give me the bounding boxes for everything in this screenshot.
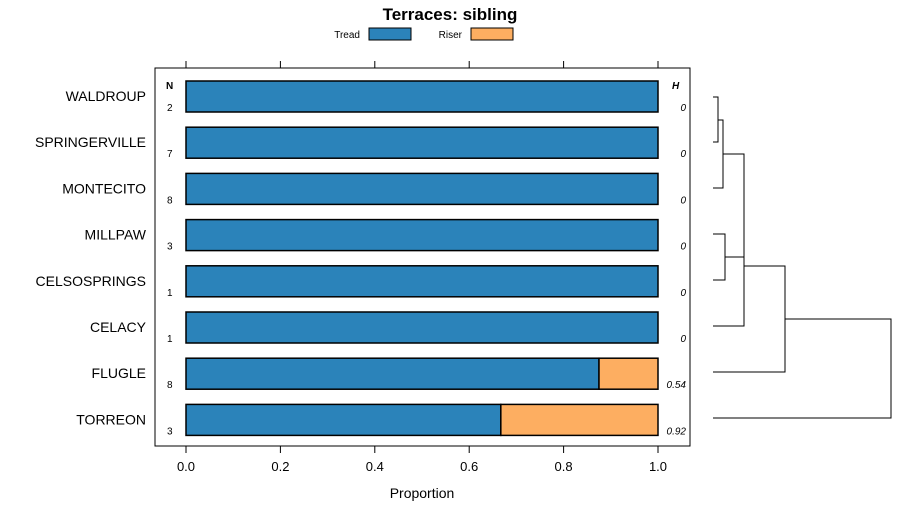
category-label: MONTECITO [62, 180, 146, 196]
h-label: 0 [680, 149, 686, 160]
chart-title: Terraces: sibling [383, 5, 518, 24]
h-label: 0 [680, 242, 686, 253]
bar-tread-millpaw [185, 218, 659, 252]
x-tick-label: 0.6 [460, 459, 478, 474]
category-label: SPRINGERVILLE [35, 134, 146, 150]
n-label: 1 [167, 288, 173, 299]
plot-frame [154, 67, 691, 447]
bar-tread-flugle [185, 357, 600, 390]
n-label: 3 [167, 242, 173, 253]
dendrogram [713, 96, 892, 419]
x-tick-label: 0.4 [366, 459, 384, 474]
bar-riser-flugle [598, 357, 659, 390]
n-label: 8 [167, 380, 173, 391]
category-label: WALDROUP [66, 88, 146, 104]
x-tick-label: 1.0 [649, 459, 667, 474]
n-label: 3 [167, 426, 173, 437]
x-axis-title: Proportion [390, 485, 455, 501]
bar-tread-celsosprings [185, 265, 659, 298]
legend-label-riser: Riser [439, 30, 463, 41]
category-label: CELACY [90, 319, 147, 335]
legend: Tread Riser [334, 27, 514, 41]
category-label: FLUGLE [92, 365, 146, 381]
category-label: MILLPAW [85, 227, 147, 243]
category-label: TORREON [76, 411, 146, 427]
h-label: 0 [680, 103, 686, 114]
dendrogram-branch [713, 233, 726, 281]
n-label: 2 [167, 103, 173, 114]
h-label: 0 [680, 195, 686, 206]
h-column-header: H [672, 81, 680, 92]
bar-tread-celacy [185, 311, 659, 344]
dendrogram-branch [713, 265, 786, 373]
n-labels: 2 7 8 3 1 1 8 3 [167, 103, 173, 437]
n-label: 1 [167, 334, 173, 345]
legend-swatch-tread [368, 27, 412, 41]
h-labels: 0 0 0 0 0 0 0.54 0.92 [667, 103, 687, 437]
legend-swatch-riser [470, 27, 514, 41]
h-label: 0.92 [667, 426, 687, 437]
category-label: CELSOSPRINGS [36, 273, 146, 289]
n-label: 8 [167, 195, 173, 206]
h-label: 0 [680, 334, 686, 345]
bar-tread-springerville [185, 126, 659, 159]
n-label: 7 [167, 149, 173, 160]
bars-group [185, 80, 659, 437]
x-axis: 0.0 0.2 0.4 0.6 0.8 1.0 [177, 61, 667, 474]
n-column-header: N [166, 81, 173, 92]
dendrogram-branch [713, 153, 745, 327]
x-tick-label: 0.8 [555, 459, 573, 474]
dendrogram-branch [713, 318, 892, 419]
bar-tread-waldroup [185, 80, 659, 113]
category-labels: WALDROUP SPRINGERVILLE MONTECITO MILLPAW CEL… [35, 88, 147, 427]
x-tick-label: 0.0 [177, 459, 195, 474]
bar-tread-torreon [185, 403, 502, 437]
bar-tread-montecito [185, 172, 659, 206]
legend-label-tread: Tread [334, 30, 360, 41]
h-label: 0 [680, 288, 686, 299]
h-label: 0.54 [667, 380, 687, 391]
dendrogram-branch [713, 96, 719, 143]
x-tick-label: 0.2 [271, 459, 289, 474]
bar-riser-torreon [500, 403, 659, 437]
